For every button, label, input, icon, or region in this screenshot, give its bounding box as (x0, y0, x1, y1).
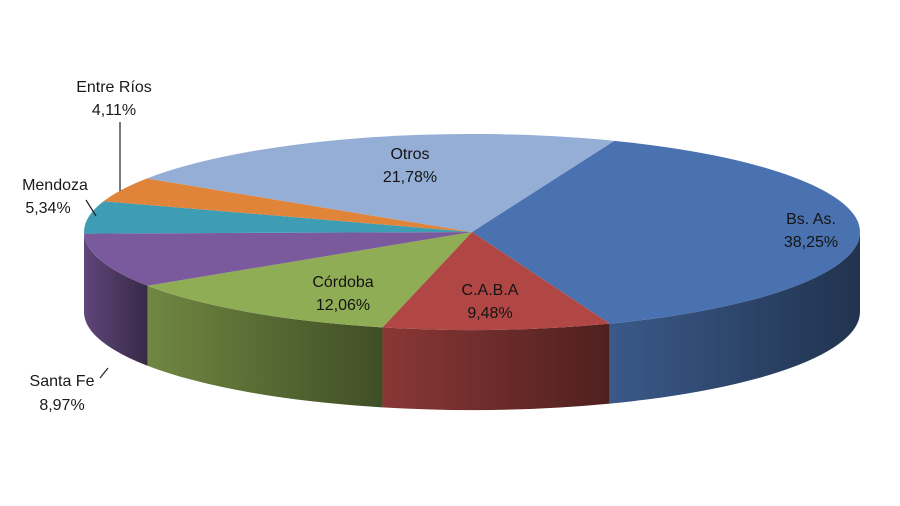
pie-slice-mendoza (83, 201, 472, 234)
slice-value-mendoza: 5,34% (25, 200, 70, 217)
pie-slice-santa-fe (84, 232, 473, 286)
pie-side-cordoba (147, 285, 383, 408)
leader-line-mendoza (85, 199, 97, 217)
pie-slice-bs-as (472, 140, 860, 324)
pie-slice-c-a-b-a (382, 232, 610, 330)
slice-value-santa-fe: 8,97% (39, 397, 84, 414)
leader-lines (85, 122, 121, 379)
slice-labels: Bs. As. 38,25% C.A.B.A 9,48% Córdoba 12,… (22, 79, 838, 414)
pie-slice-entre-rios (103, 178, 472, 232)
slice-value-caba: 9,48% (467, 305, 512, 322)
slice-name-cordoba: Córdoba (312, 274, 373, 291)
pie-slice-otros (146, 134, 615, 232)
slice-name-santa-fe: Santa Fe (30, 373, 95, 390)
pie-side-santa-fe (84, 233, 148, 366)
pie-side-c-a-b-a (382, 323, 610, 411)
leader-line-santa-fe (99, 367, 109, 379)
pie-tops (83, 134, 860, 330)
slice-value-cordoba: 12,06% (316, 297, 370, 314)
slice-name-otros: Otros (390, 146, 429, 163)
slice-name-bs-as: Bs. As. (786, 211, 836, 228)
slice-name-entre-rios: Entre Ríos (76, 79, 152, 96)
pie-sides (84, 232, 860, 411)
slice-name-caba: C.A.B.A (462, 282, 519, 299)
slice-name-mendoza: Mendoza (22, 177, 88, 194)
slice-value-otros: 21,78% (383, 169, 437, 186)
pie-side-bs-as (609, 232, 860, 404)
slice-value-bs-as: 38,25% (784, 234, 838, 251)
pie-slice-cordoba (147, 232, 473, 328)
slice-value-entre-rios: 4,11% (92, 102, 136, 119)
